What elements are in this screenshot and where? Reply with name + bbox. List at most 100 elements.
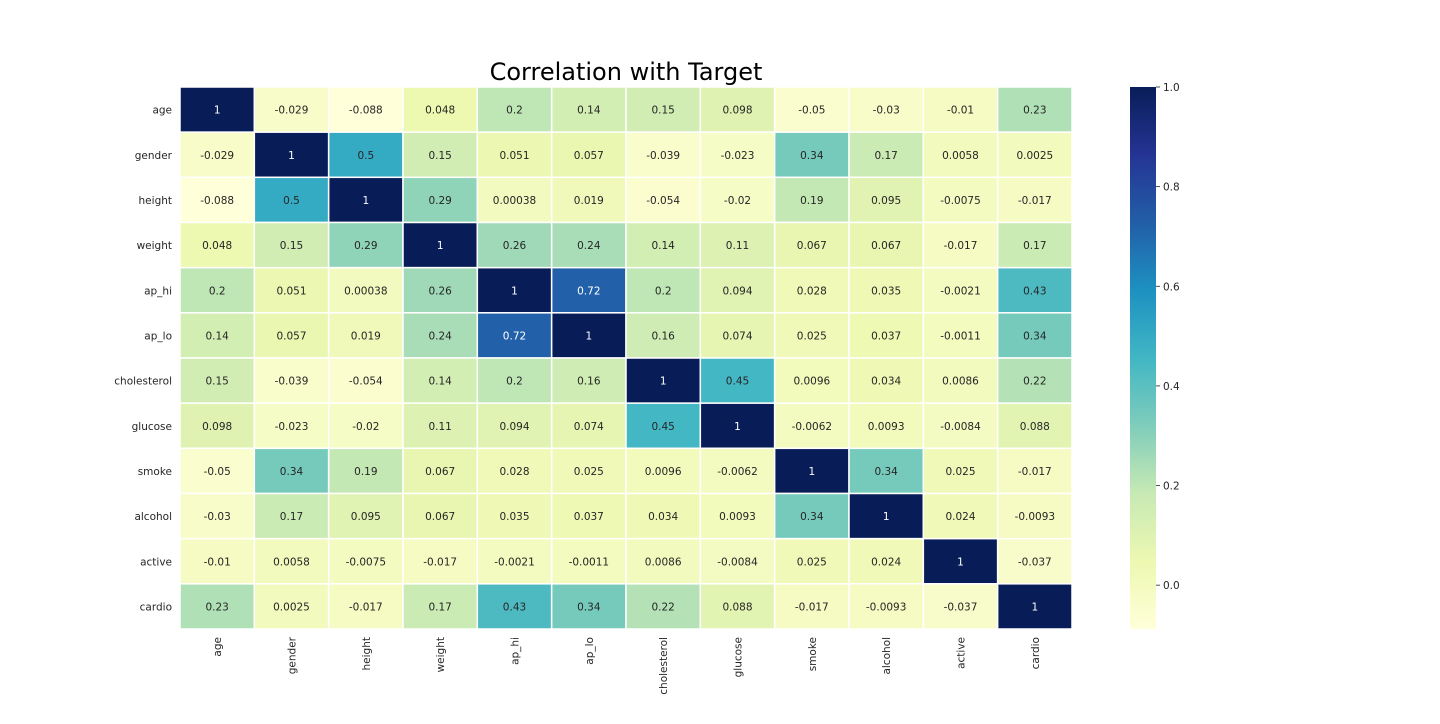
cell-annotation-gender-cholesterol: -0.039 [646,150,680,162]
cell-annotation-height-weight: 0.29 [428,195,451,207]
heatmap-cell-cholesterol-smoke [773,357,850,404]
row-label-gender: gender [135,150,173,162]
heatmap-cell-gender-weight [402,131,479,179]
heatmap-cell-smoke-smoke [773,447,850,495]
cell-annotation-cardio-alcohol: -0.0093 [866,601,907,613]
heatmap-cell-cholesterol-active [922,357,999,404]
heatmap-cell-alcohol-alcohol [848,492,925,540]
column-label-active: active [956,637,968,669]
cell-annotation-active-ap_hi: -0.0021 [494,556,535,568]
heatmap-cell-active-gender [253,537,330,585]
cell-annotation-age-glucose: 0.098 [722,105,752,117]
cell-annotation-ap_lo-ap_lo: 1 [585,330,592,342]
cell-annotation-age-height: -0.088 [349,105,383,117]
cell-annotation-gender-smoke: 0.34 [800,150,824,162]
column-label-ap_hi: ap_hi [510,637,522,665]
heatmap-cell-active-age [179,537,256,585]
cell-annotation-gender-ap_hi: 0.051 [499,150,529,162]
cell-annotation-height-height: 1 [362,195,369,207]
column-label-ap_lo: ap_lo [584,637,596,665]
cell-annotation-age-alcohol: -0.03 [873,105,900,117]
cell-annotation-ap_hi-cholesterol: 0.2 [655,285,672,297]
cell-annotation-age-weight: 0.048 [425,105,455,117]
cell-annotation-glucose-smoke: -0.0062 [792,421,833,433]
cell-annotation-alcohol-weight: 0.067 [425,511,455,523]
cell-annotation-height-smoke: 0.19 [800,195,823,207]
cell-annotation-ap_lo-glucose: 0.074 [722,330,752,342]
heatmap-cell-alcohol-gender [253,492,330,540]
heatmap-cell-weight-age [179,221,256,269]
column-label-height: height [361,637,373,670]
cell-annotation-glucose-glucose: 1 [734,421,741,433]
cell-annotation-smoke-gender: 0.34 [280,466,304,478]
row-label-cholesterol: cholesterol [114,376,172,388]
cell-annotation-active-cholesterol: 0.0086 [645,556,682,568]
cell-annotation-cholesterol-ap_lo: 0.16 [577,376,601,388]
colorbar-tick-label: 0.0 [1163,580,1180,592]
cell-annotation-alcohol-ap_lo: 0.037 [574,511,604,523]
colorbar-tick-label: 0.4 [1163,381,1180,393]
heatmap-cell-cholesterol-age [179,357,256,404]
cell-annotation-age-age: 1 [214,105,221,117]
cell-annotation-cholesterol-cholesterol: 1 [660,376,667,388]
row-labels: age gender height weight ap_hi ap_lo cholester… [114,105,172,614]
column-label-glucose: glucose [733,637,745,677]
cell-annotation-cardio-glucose: 0.088 [722,601,752,613]
heatmap-cell-active-glucose [699,537,776,585]
cell-annotation-ap_lo-active: -0.0011 [940,330,981,342]
cell-annotation-active-age: -0.01 [204,556,231,568]
cell-annotation-glucose-cholesterol: 0.45 [651,421,674,433]
cell-annotation-cardio-cholesterol: 0.22 [651,601,674,613]
heatmap-cell-cardio-ap_lo [550,583,627,630]
cell-annotation-gender-glucose: -0.023 [721,150,755,162]
cell-annotation-glucose-weight: 0.11 [428,421,451,433]
cell-annotation-alcohol-active: 0.024 [945,511,975,523]
cell-annotation-smoke-ap_lo: 0.025 [574,466,604,478]
heatmap-cell-ap_lo-alcohol [848,312,925,359]
heatmap-cell-active-active [922,537,999,585]
column-label-gender: gender [287,636,299,674]
heatmap-cell-active-ap_lo [550,537,627,585]
cell-annotation-cholesterol-alcohol: 0.034 [871,376,901,388]
cell-annotation-smoke-ap_hi: 0.028 [499,466,529,478]
column-label-cholesterol: cholesterol [658,637,670,695]
cell-annotation-ap_hi-weight: 0.26 [428,285,452,297]
heatmap-cell-smoke-active [922,447,999,495]
cell-annotation-height-gender: 0.5 [283,195,300,207]
chart-title: Correlation with Target [490,58,763,86]
cell-annotation-weight-ap_hi: 0.26 [503,240,527,252]
heatmap-cell-glucose-cholesterol [625,402,702,450]
cell-annotation-cholesterol-weight: 0.14 [428,376,452,388]
cell-annotation-ap_lo-alcohol: 0.037 [871,330,901,342]
heatmap-cell-smoke-gender [253,447,330,495]
heatmap-cell-gender-alcohol [848,131,925,179]
cell-annotation-gender-ap_lo: 0.057 [574,150,604,162]
heatmap-cell-age-cardio [996,86,1073,133]
row-label-cardio: cardio [140,601,172,613]
cell-annotation-active-gender: 0.0058 [273,556,310,568]
row-label-age: age [152,105,172,117]
heatmap-cell-ap_hi-gender [253,266,330,314]
cell-annotation-ap_hi-gender: 0.051 [276,285,306,297]
heatmap-cell-age-ap_lo [550,86,627,133]
heatmap-cell-height-cholesterol [625,176,702,224]
heatmap-cell-age-glucose [699,86,776,133]
heatmap-cell-alcohol-cholesterol [625,492,702,540]
cell-annotation-age-cholesterol: 0.15 [651,105,674,117]
heatmap-cell-cholesterol-weight [402,357,479,404]
cell-annotation-age-smoke: -0.05 [798,105,825,117]
heatmap-cell-gender-cardio [996,131,1073,179]
heatmap-cell-cholesterol-cardio [996,357,1073,404]
heatmap-cell-ap_hi-height [327,266,404,314]
cell-annotation-height-alcohol: 0.095 [871,195,901,207]
colorbar-tick-label: 0.8 [1163,182,1180,194]
heatmap-cell-cardio-gender [253,583,330,630]
column-label-smoke: smoke [807,637,819,671]
heatmap-cell-alcohol-active [922,492,999,540]
heatmap-cell-age-age [179,86,256,133]
cell-annotation-smoke-height: 0.19 [354,466,377,478]
cell-annotation-gender-weight: 0.15 [428,150,451,162]
heatmap-cell-gender-glucose [699,131,776,179]
cell-annotation-smoke-active: 0.025 [945,466,975,478]
